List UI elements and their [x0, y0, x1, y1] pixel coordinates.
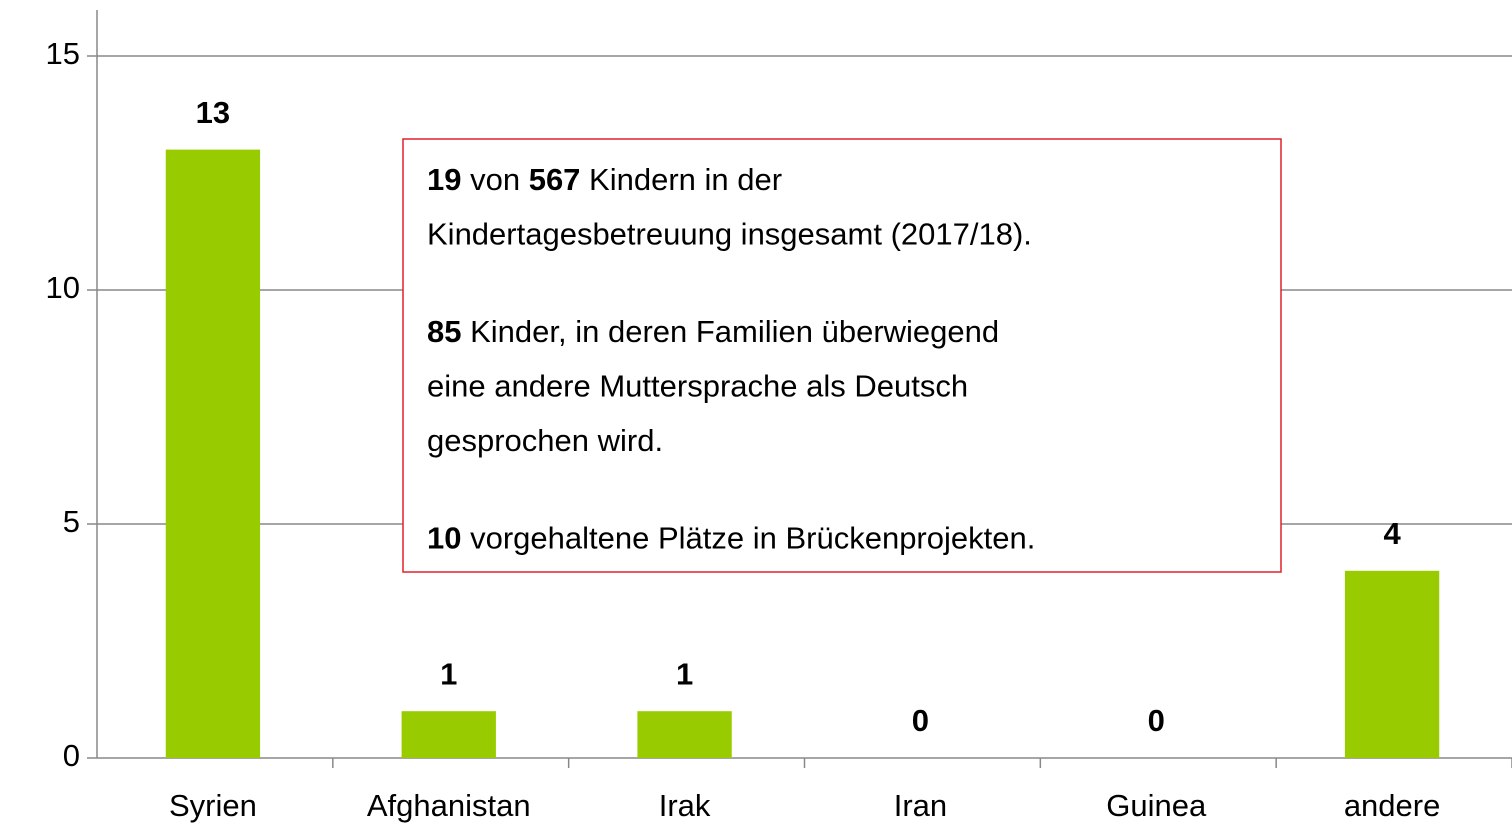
- annotation-text: Kinder, in deren Familien überwiegend: [461, 314, 999, 349]
- annotation-text: Kindertagesbetreuung insgesamt (2017/18)…: [427, 217, 1032, 252]
- annotation-text: vorgehaltene Plätze in Brückenprojekten.: [461, 521, 1035, 556]
- annotation-box: [402, 138, 1282, 573]
- x-tick-label: Afghanistan: [367, 788, 531, 823]
- annotation-line: Kindertagesbetreuung insgesamt (2017/18)…: [427, 217, 1032, 252]
- annotation-text: 85: [427, 314, 461, 349]
- y-tick-label: 0: [63, 738, 80, 773]
- annotation-line: 10 vorgehaltene Plätze in Brückenprojekt…: [427, 521, 1035, 556]
- bar: [637, 711, 732, 758]
- value-label: 0: [1148, 703, 1165, 738]
- x-tick-label: Iran: [894, 788, 947, 823]
- annotation-text: gesprochen wird.: [427, 423, 663, 458]
- annotation-line: gesprochen wird.: [427, 423, 663, 458]
- bar: [165, 149, 261, 759]
- value-label: 4: [1383, 516, 1401, 551]
- y-tick-label: 5: [63, 504, 80, 539]
- annotation-text: Kindern in der: [580, 162, 782, 197]
- value-label: 0: [912, 703, 929, 738]
- annotation-text: 19: [427, 162, 461, 197]
- bar: [1344, 570, 1440, 758]
- annotation-line: 85 Kinder, in deren Familien überwiegend: [427, 314, 999, 349]
- y-tick-label: 15: [46, 36, 80, 71]
- annotation-text: 10: [427, 521, 461, 556]
- value-label: 1: [440, 656, 457, 691]
- y-tick-label: 10: [46, 270, 80, 305]
- annotation-line: 19 von 567 Kindern in der: [427, 162, 782, 197]
- annotation-text: von: [461, 162, 528, 197]
- x-tick-label: andere: [1344, 788, 1441, 823]
- annotation-line: eine andere Muttersprache als Deutsch: [427, 369, 968, 404]
- annotation-text: 567: [529, 162, 581, 197]
- x-tick-label: Syrien: [169, 788, 257, 823]
- value-label: 13: [196, 95, 230, 130]
- annotation-text: eine andere Muttersprache als Deutsch: [427, 369, 968, 404]
- x-tick-label: Guinea: [1106, 788, 1207, 823]
- x-tick-label: Irak: [659, 788, 711, 823]
- value-label: 1: [676, 656, 693, 691]
- bar: [401, 711, 496, 758]
